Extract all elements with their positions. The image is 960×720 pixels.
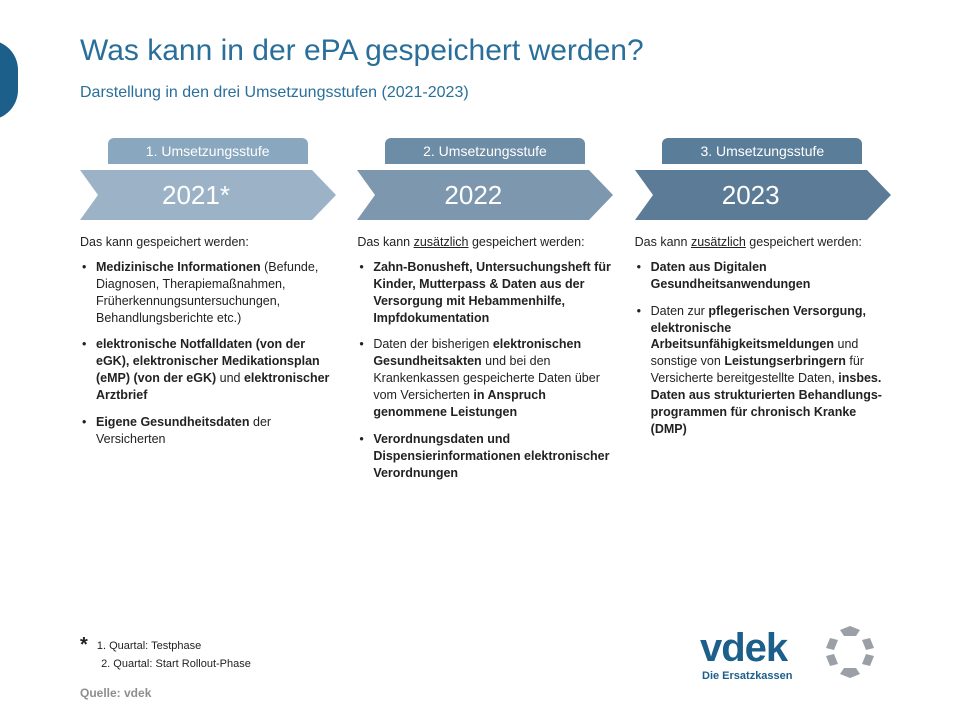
stage-column-1: 1. Umsetzungsstufe 2021* Das kann gespeich…: [80, 138, 335, 491]
list-item: Medizinische Informationen (Befunde, Dia…: [80, 259, 335, 327]
list-item: Daten aus Digitalen Gesundheitsanwendung…: [635, 259, 890, 293]
year-arrow: 2022: [357, 170, 612, 220]
column-intro: Das kann zusätzlich gespeichert werden:: [357, 234, 612, 251]
arrow-head-icon: [867, 170, 891, 220]
stage-column-3: 3. Umsetzungsstufe 2023 Das kann zusätzlic…: [635, 138, 890, 491]
year-label: 2023: [635, 170, 867, 220]
stage-tab: 2. Umsetzungsstufe: [385, 138, 585, 164]
year-label: 2022: [357, 170, 589, 220]
page-title: Was kann in der ePA gespeichert werden?: [80, 34, 644, 68]
year-arrow: 2021*: [80, 170, 335, 220]
arrow-head-icon: [589, 170, 613, 220]
slide: Was kann in der ePA gespeichert werden? …: [0, 0, 960, 720]
year-label: 2021*: [80, 170, 312, 220]
footnote: * 1. Quartal: Testphase 2. Quartal: Star…: [80, 633, 251, 672]
bullet-list: Zahn-Bonusheft, Untersuchungsheft für Ki…: [357, 259, 612, 482]
list-item: Zahn-Bonusheft, Untersuchungsheft für Ki…: [357, 259, 612, 327]
source-label: Quelle: vdek: [80, 686, 151, 700]
vdek-logo: vdek Die Ersatzkassen: [700, 620, 900, 690]
list-item: Daten zur pflegerischen Versorgung, elek…: [635, 303, 890, 438]
stage-column-2: 2. Umsetzungsstufe 2022 Das kann zusätzlic…: [357, 138, 612, 491]
column-intro: Das kann zusätzlich gespeichert werden:: [635, 234, 890, 251]
asterisk-icon: *: [80, 634, 88, 656]
stage-tab: 1. Umsetzungsstufe: [108, 138, 308, 164]
edge-decoration: [0, 40, 18, 120]
stage-tab: 3. Umsetzungsstufe: [662, 138, 862, 164]
logo-ring-icon: [822, 624, 878, 680]
list-item: elektronische Notfalldaten (von der eGK)…: [80, 336, 335, 404]
footnote-line2: 2. Quartal: Start Rollout-Phase: [101, 658, 251, 670]
column-intro: Das kann gespeichert werden:: [80, 234, 335, 251]
logo-text: vdek: [700, 626, 787, 671]
arrow-head-icon: [312, 170, 336, 220]
bullet-list: Medizinische Informationen (Befunde, Dia…: [80, 259, 335, 448]
year-arrow: 2023: [635, 170, 890, 220]
footnote-line1: 1. Quartal: Testphase: [97, 640, 201, 652]
list-item: Verordnungsdaten und Dispensierinformati…: [357, 431, 612, 482]
list-item: Eigene Gesundheitsdaten der Versicherten: [80, 414, 335, 448]
logo-tagline: Die Ersatzkassen: [702, 670, 793, 682]
stages-row: 1. Umsetzungsstufe 2021* Das kann gespeich…: [80, 138, 890, 491]
bullet-list: Daten aus Digitalen Gesundheitsanwendung…: [635, 259, 890, 438]
page-subtitle: Darstellung in den drei Umsetzungsstufen…: [80, 84, 469, 102]
list-item: Daten der bisherigen elektronischen Gesu…: [357, 336, 612, 420]
